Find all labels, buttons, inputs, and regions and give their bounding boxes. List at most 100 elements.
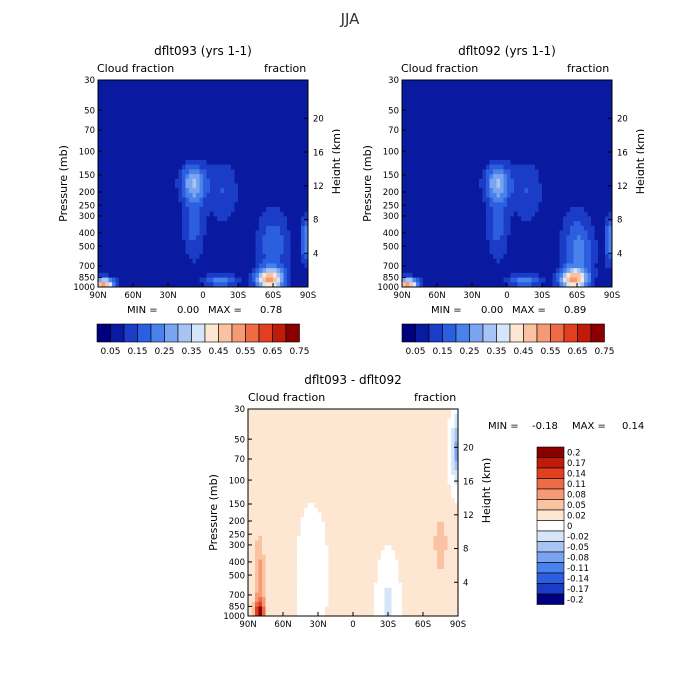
- heatmap-cell: [161, 277, 165, 283]
- heatmap-cell: [136, 174, 141, 180]
- heatmap-cell: [161, 230, 165, 236]
- heatmap-cell: [570, 169, 574, 175]
- panel1-colorbar: 0.05 0.15 0.25 0.35 0.45 0.55 0.65 0.75: [96, 323, 310, 357]
- heatmap-cell: [472, 249, 476, 255]
- heatmap-cell: [297, 268, 302, 274]
- heatmap-cell: [542, 188, 546, 194]
- heatmap-cell: [489, 239, 494, 246]
- heatmap-cell: [573, 235, 578, 241]
- heatmap-cell: [115, 103, 120, 109]
- heatmap-cell: [168, 216, 172, 222]
- heatmap-cell: [297, 183, 302, 189]
- heatmap-cell: [458, 145, 462, 151]
- heatmap-cell: [206, 192, 211, 199]
- heatmap-cell: [175, 268, 179, 274]
- heatmap-cell: [437, 84, 441, 90]
- heatmap-cell: [147, 263, 151, 269]
- heatmap-cell: [199, 230, 204, 236]
- heatmap-cell: [591, 207, 595, 213]
- heatmap-cell: [112, 268, 116, 274]
- heatmap-cell: [171, 127, 176, 133]
- heatmap-cell: [423, 254, 427, 260]
- heatmap-cell: [231, 183, 235, 189]
- heatmap-cell: [580, 235, 585, 241]
- heatmap-cell: [482, 164, 487, 170]
- heatmap-cell: [566, 155, 571, 161]
- heatmap-cell: [426, 249, 431, 255]
- heatmap-cell: [458, 192, 462, 199]
- heatmap-cell: [255, 254, 260, 260]
- heatmap-cell: [538, 188, 543, 194]
- heatmap-cell: [294, 94, 298, 100]
- heatmap-cell: [605, 145, 609, 151]
- heatmap-cell: [213, 235, 218, 241]
- heatmap-cell: [482, 239, 487, 246]
- heatmap-cell: [426, 192, 431, 199]
- heatmap-cell: [563, 225, 567, 231]
- heatmap-cell: [549, 112, 553, 119]
- heatmap-cell: [419, 188, 424, 194]
- heatmap-cell: [440, 89, 445, 95]
- heatmap-cell: [217, 188, 221, 194]
- heatmap-cell: [234, 235, 239, 241]
- heatmap-cell: [238, 150, 242, 156]
- heatmap-cell: [280, 230, 284, 236]
- heatmap-cell: [294, 258, 298, 264]
- heatmap-cell: [164, 159, 169, 166]
- heatmap-cell: [199, 80, 204, 86]
- heatmap-cell: [605, 249, 609, 255]
- heatmap-cell: [213, 244, 218, 250]
- heatmap-cell: [217, 239, 221, 246]
- heatmap-cell: [203, 230, 207, 236]
- heatmap-cell: [133, 145, 137, 151]
- heatmap-cell: [479, 98, 483, 104]
- heatmap-cell: [461, 122, 466, 128]
- heatmap-cell: [301, 235, 305, 241]
- heatmap-cell: [598, 84, 602, 90]
- heatmap-cell: [126, 192, 130, 199]
- heatmap-cell: [405, 103, 410, 109]
- heatmap-cell: [178, 117, 183, 123]
- heatmap-cell: [234, 263, 239, 269]
- heatmap-cell: [105, 155, 109, 161]
- colorbar-swatch: [150, 323, 165, 343]
- heatmap-cell: [168, 108, 172, 114]
- heatmap-cell: [161, 235, 165, 241]
- heatmap-cell: [238, 207, 242, 213]
- heatmap-cell: [416, 249, 420, 255]
- heatmap-cell: [220, 272, 225, 278]
- heatmap-cell: [524, 174, 529, 180]
- heatmap-cell: [580, 225, 585, 231]
- heatmap-cell: [248, 244, 253, 250]
- heatmap-cell: [241, 141, 246, 147]
- heatmap-cell: [143, 159, 148, 166]
- heatmap-cell: [154, 141, 158, 147]
- heatmap-cell: [402, 207, 406, 213]
- heatmap-cell: [287, 159, 291, 166]
- heatmap-cell: [510, 98, 515, 104]
- heatmap-cell: [402, 103, 406, 109]
- heatmap-cell: [290, 112, 295, 119]
- heatmap-cell: [210, 94, 214, 100]
- heatmap-cell: [559, 235, 564, 241]
- heatmap-cell: [482, 103, 487, 109]
- y-tick-label: 30: [84, 76, 95, 86]
- heatmap-cell: [255, 225, 260, 231]
- heatmap-cell: [224, 89, 228, 95]
- heatmap-cell: [269, 164, 274, 170]
- heatmap-cell: [220, 216, 225, 222]
- heatmap-cell: [171, 150, 176, 156]
- heatmap-cell: [479, 108, 483, 114]
- heatmap-cell: [577, 159, 581, 166]
- heatmap-cell: [517, 84, 522, 90]
- heatmap-cell: [276, 136, 281, 142]
- panel2-title: dflt092 (yrs 1-1): [458, 44, 556, 58]
- heatmap-cell: [161, 225, 165, 231]
- heatmap-cell: [514, 235, 518, 241]
- heatmap-cell: [287, 249, 291, 255]
- heatmap-cell: [252, 178, 256, 184]
- heatmap-cell: [234, 258, 239, 264]
- heatmap-cell: [112, 164, 116, 170]
- heatmap-cell: [556, 112, 560, 119]
- heatmap-cell: [454, 122, 459, 128]
